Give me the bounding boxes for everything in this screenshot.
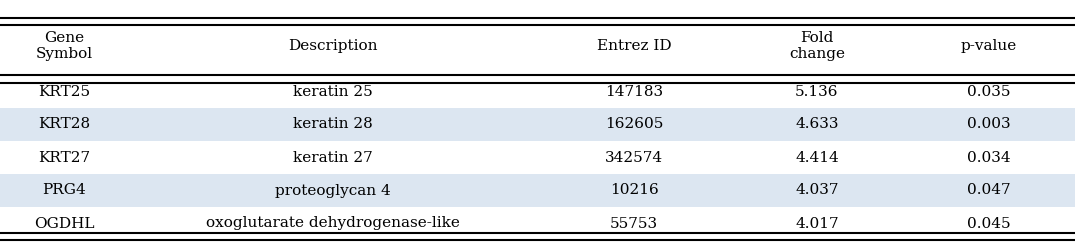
Text: 0.045: 0.045 (968, 216, 1010, 230)
Bar (0, 18, 1075, 75)
Text: 4.037: 4.037 (796, 184, 838, 198)
Text: keratin 27: keratin 27 (293, 150, 373, 164)
Text: p-value: p-value (961, 39, 1017, 53)
Text: 162605: 162605 (605, 118, 663, 132)
Text: 0.047: 0.047 (968, 184, 1010, 198)
Text: 0.003: 0.003 (968, 118, 1010, 132)
Text: Fold
change: Fold change (789, 31, 845, 61)
Text: Description: Description (288, 39, 378, 53)
Text: 5.136: 5.136 (796, 84, 838, 98)
Text: 0.035: 0.035 (968, 84, 1010, 98)
Bar (0, 108, 1075, 141)
Text: KRT27: KRT27 (39, 150, 90, 164)
Bar (0, 75, 1075, 108)
Text: 10216: 10216 (610, 184, 659, 198)
Text: 4.633: 4.633 (796, 118, 838, 132)
Text: Gene
Symbol: Gene Symbol (35, 31, 94, 61)
Bar (0, 141, 1075, 174)
Text: KRT28: KRT28 (39, 118, 90, 132)
Text: PRG4: PRG4 (43, 184, 86, 198)
Bar (0, 207, 1075, 240)
Text: proteoglycan 4: proteoglycan 4 (275, 184, 391, 198)
Text: 4.017: 4.017 (796, 216, 838, 230)
Text: Entrez ID: Entrez ID (597, 39, 672, 53)
Text: keratin 25: keratin 25 (293, 84, 373, 98)
Text: oxoglutarate dehydrogenase-like: oxoglutarate dehydrogenase-like (206, 216, 460, 230)
Text: 342574: 342574 (605, 150, 663, 164)
Text: 0.034: 0.034 (968, 150, 1010, 164)
Text: 4.414: 4.414 (796, 150, 838, 164)
Text: keratin 28: keratin 28 (293, 118, 373, 132)
Bar (0, 174, 1075, 207)
Text: 147183: 147183 (605, 84, 663, 98)
Text: 55753: 55753 (611, 216, 658, 230)
Text: KRT25: KRT25 (39, 84, 90, 98)
Text: OGDHL: OGDHL (34, 216, 95, 230)
